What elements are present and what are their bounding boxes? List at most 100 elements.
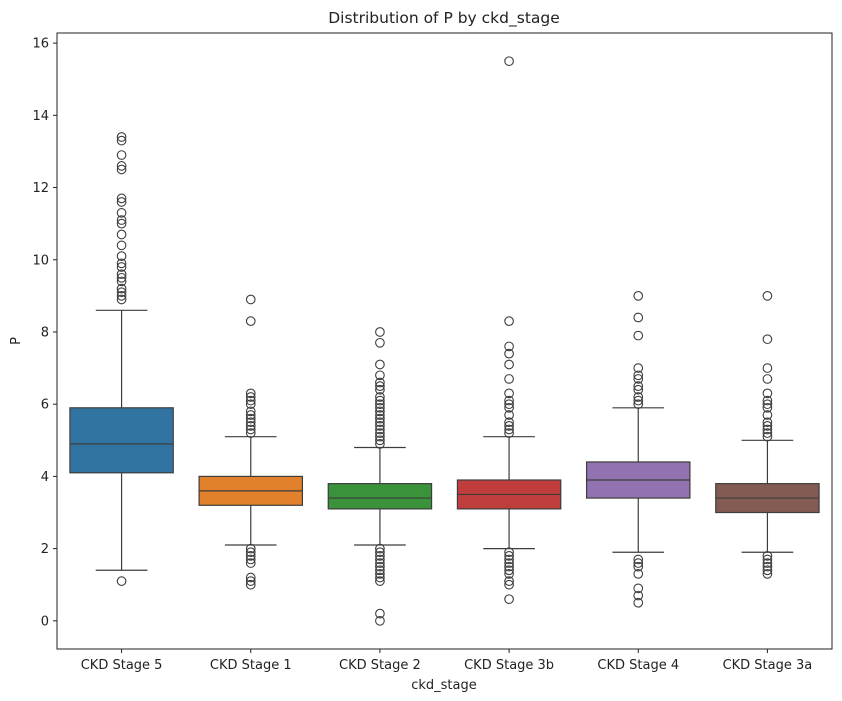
outlier-point (375, 406, 385, 417)
outlier-point (116, 161, 127, 171)
outlier-point (245, 558, 256, 568)
outlier-point (762, 565, 773, 576)
x-tick-label: CKD Stage 2 (339, 658, 421, 673)
outlier-point (504, 395, 514, 406)
outlier-point (116, 576, 127, 586)
outlier-point (762, 550, 773, 561)
outlier-point (245, 572, 256, 583)
outlier-point (633, 384, 644, 395)
outlier-point (116, 135, 127, 146)
outlier-point (245, 547, 256, 558)
outlier-point (504, 579, 514, 590)
outlier-point (375, 565, 385, 576)
outlier-point (762, 424, 773, 435)
outlier-point (375, 431, 385, 442)
box-group (69, 132, 174, 586)
outlier-point (762, 402, 773, 413)
outlier-point (375, 543, 385, 554)
outlier-point (762, 417, 773, 428)
outlier-point (633, 569, 644, 579)
outlier-point (116, 215, 127, 225)
outlier-point (633, 370, 644, 381)
outlier-point (504, 341, 514, 352)
x-tick-label: CKD Stage 3a (723, 658, 813, 673)
outlier-point (375, 554, 385, 565)
outlier-point (504, 561, 514, 572)
outlier-point (116, 197, 127, 207)
outlier-point (116, 276, 127, 287)
outlier-point (375, 395, 385, 406)
outlier-point (116, 207, 127, 218)
box-group (715, 291, 820, 579)
outlier-point (375, 417, 385, 428)
outlier-point (633, 561, 644, 572)
x-tick-label: CKD Stage 5 (81, 658, 163, 673)
outlier-point (375, 569, 385, 579)
outlier-point (375, 337, 385, 348)
outlier-point (116, 229, 127, 240)
outlier-point (375, 402, 385, 413)
box-group (456, 56, 562, 605)
outlier-point (504, 554, 514, 565)
outlier-point (633, 399, 644, 410)
outlier-point (245, 410, 256, 420)
outlier-point (504, 359, 514, 370)
outlier-point (375, 550, 385, 561)
outlier-point (375, 327, 385, 337)
outlier-point (116, 132, 127, 142)
outlier-point (762, 291, 773, 301)
outlier-point (504, 550, 514, 561)
x-axis: CKD Stage 5 CKD Stage 1 CKD Stage 2 CKD Sta… (81, 649, 813, 673)
y-tick-label: 14 (32, 109, 49, 124)
outlier-point (375, 359, 385, 370)
outlier-point (633, 291, 644, 301)
x-tick-label: CKD Stage 3b (464, 658, 554, 673)
outlier-point (762, 395, 773, 406)
outlier-point (633, 554, 644, 565)
y-tick-label: 2 (41, 542, 49, 557)
outlier-point (504, 348, 514, 359)
outlier-point (116, 269, 127, 280)
y-tick-label: 10 (32, 253, 49, 268)
outlier-point (116, 272, 127, 283)
outlier-point (762, 410, 773, 420)
outlier-point (762, 363, 773, 373)
outlier-point (245, 406, 256, 417)
outlier-point (375, 377, 385, 388)
outlier-point (245, 576, 256, 586)
outlier-point (375, 435, 385, 446)
outlier-point (504, 421, 514, 431)
outlier-point (245, 413, 256, 424)
outlier-point (375, 547, 385, 558)
box-group (327, 327, 433, 626)
outlier-point (245, 388, 256, 399)
outlier-point (504, 569, 514, 579)
box-group (585, 291, 691, 608)
outlier-point (762, 374, 773, 384)
outlier-point (633, 392, 644, 402)
y-tick-label: 8 (41, 325, 49, 340)
y-tick-label: 12 (32, 181, 49, 196)
y-tick-label: 4 (41, 470, 49, 485)
outlier-point (245, 428, 256, 438)
outlier-point (245, 417, 256, 428)
outlier-point (504, 399, 514, 410)
y-tick-label: 6 (41, 398, 49, 413)
outlier-point (116, 283, 127, 294)
outlier-point (375, 381, 385, 391)
outlier-point (504, 410, 514, 420)
outlier-point (375, 370, 385, 381)
outlier-point (633, 330, 644, 341)
outlier-point (762, 569, 773, 579)
y-tick-label: 16 (32, 37, 49, 52)
outlier-point (633, 590, 644, 601)
outlier-point (116, 150, 127, 160)
x-tick-label: CKD Stage 1 (210, 658, 292, 673)
outlier-point (504, 424, 514, 435)
outlier-point (504, 547, 514, 558)
outlier-point (116, 262, 127, 272)
outlier-point (375, 439, 385, 449)
x-tick-label: CKD Stage 4 (597, 658, 679, 673)
outlier-point (633, 374, 644, 384)
outlier-point (116, 240, 127, 251)
